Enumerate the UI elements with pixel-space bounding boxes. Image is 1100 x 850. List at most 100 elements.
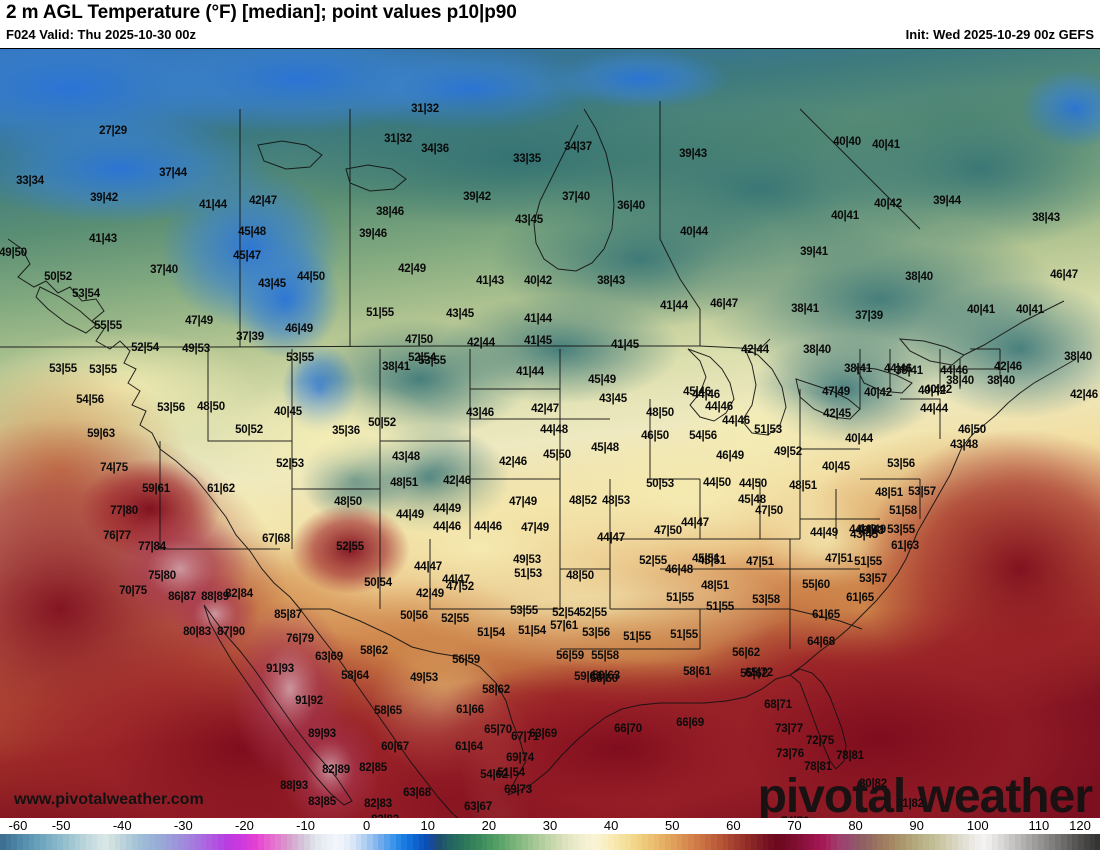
colorbar-swatch bbox=[1032, 834, 1038, 850]
temperature-map[interactable]: 27|29 33|34 39|42 37|44 41|44 42|47 45|48 45|47… bbox=[0, 48, 1100, 818]
colorbar-tick: 120 bbox=[1069, 818, 1091, 833]
colorbar-swatch bbox=[45, 834, 52, 850]
colorbar-swatch bbox=[550, 834, 557, 850]
colorbar-swatch bbox=[149, 834, 155, 850]
colorbar-swatch bbox=[894, 834, 901, 850]
colorbar-swatch bbox=[206, 834, 213, 850]
colorbar-swatch bbox=[1089, 834, 1096, 850]
colorbar-swatch bbox=[1095, 834, 1100, 850]
colorbar-swatch bbox=[556, 834, 562, 850]
colorbar-swatch bbox=[888, 834, 895, 850]
colorbar-swatch bbox=[246, 834, 253, 850]
colorbar-swatch bbox=[940, 834, 947, 850]
colorbar-swatch bbox=[1060, 834, 1067, 850]
colorbar-swatch bbox=[464, 834, 471, 850]
colorbar-swatch bbox=[108, 834, 115, 850]
colorbar-swatch bbox=[877, 834, 884, 850]
colorbar-swatch bbox=[946, 834, 952, 850]
colorbar-swatch bbox=[40, 834, 46, 850]
colorbar-swatch bbox=[430, 834, 436, 850]
colorbar-swatch bbox=[378, 834, 385, 850]
colorbar-swatch bbox=[86, 834, 92, 850]
colorbar[interactable]: -60 -50 -40 -30 -20 -10 0 10 20 30 40 50 60 70 80 90 100… bbox=[0, 818, 1100, 850]
colorbar-swatch bbox=[97, 834, 104, 850]
colorbar-tick: -60 bbox=[8, 818, 28, 833]
colorbar-tick: 90 bbox=[909, 818, 924, 833]
colorbar-swatch bbox=[349, 834, 356, 850]
colorbar-swatch bbox=[223, 834, 230, 850]
colorbar-tick: -50 bbox=[51, 818, 71, 833]
colorbar-swatch bbox=[166, 834, 173, 850]
colorbar-swatch bbox=[63, 834, 69, 850]
colorbar-swatch bbox=[693, 834, 700, 850]
colorbar-swatch bbox=[883, 834, 889, 850]
colorbar-swatch bbox=[80, 834, 87, 850]
colorbar-swatch bbox=[263, 834, 270, 850]
colorbar-swatch bbox=[367, 834, 373, 850]
colorbar-swatch bbox=[309, 834, 316, 850]
colorbar-swatch bbox=[774, 834, 780, 850]
colorbar-swatch bbox=[808, 834, 815, 850]
colorbar-tick: 40 bbox=[603, 818, 619, 833]
colorbar-swatch bbox=[412, 834, 419, 850]
colorbar-swatch bbox=[418, 834, 425, 850]
colorbar-tick: -10 bbox=[296, 818, 315, 833]
colorbar-swatch bbox=[716, 834, 723, 850]
colorbar-swatch bbox=[980, 834, 987, 850]
colorbar-swatch bbox=[338, 834, 345, 850]
colorbar-swatch bbox=[361, 834, 367, 850]
colorbar-swatch bbox=[447, 834, 454, 850]
colorbar-swatch bbox=[280, 834, 287, 850]
colorbar-swatch bbox=[126, 834, 132, 850]
colorbar-swatch bbox=[934, 834, 941, 850]
colorbar-swatch bbox=[779, 834, 786, 850]
colorbar-swatch bbox=[303, 834, 310, 850]
colorbar-swatch bbox=[516, 834, 522, 850]
colorbar-swatch bbox=[906, 834, 912, 850]
colorbar-swatch bbox=[217, 834, 224, 850]
colorbar-swatch bbox=[51, 834, 58, 850]
colorbar-swatch bbox=[103, 834, 109, 850]
colorbar-swatch bbox=[441, 834, 448, 850]
colorbar-swatch bbox=[974, 834, 981, 850]
colorbar-gradient[interactable] bbox=[0, 834, 1100, 850]
colorbar-swatch bbox=[424, 834, 431, 850]
colorbar-swatch bbox=[900, 834, 907, 850]
colorbar-swatch bbox=[923, 834, 929, 850]
colorbar-swatch bbox=[0, 834, 6, 850]
init-time-label: Init: Wed 2025-10-29 00z GEFS bbox=[905, 27, 1094, 42]
colorbar-swatch bbox=[28, 834, 35, 850]
colorbar-swatch bbox=[860, 834, 866, 850]
colorbar-swatch bbox=[143, 834, 150, 850]
colorbar-swatch bbox=[154, 834, 161, 850]
colorbar-swatch bbox=[326, 834, 333, 850]
colorbar-tick: -40 bbox=[112, 818, 132, 833]
colorbar-swatch bbox=[1072, 834, 1079, 850]
colorbar-swatch bbox=[705, 834, 712, 850]
colorbar-swatch bbox=[114, 834, 121, 850]
colorbar-swatch bbox=[728, 834, 734, 850]
colorbar-swatch bbox=[1055, 834, 1061, 850]
colorbar-swatch bbox=[321, 834, 327, 850]
colorbar-swatch bbox=[91, 834, 98, 850]
colorbar-swatch bbox=[665, 834, 671, 850]
site-url-label: www.pivotalweather.com bbox=[14, 791, 204, 808]
colorbar-swatch bbox=[493, 834, 499, 850]
colorbar-swatch bbox=[533, 834, 540, 850]
colorbar-swatch bbox=[602, 834, 608, 850]
colorbar-swatch bbox=[372, 834, 379, 850]
colorbar-swatch bbox=[475, 834, 482, 850]
colorbar-swatch bbox=[275, 834, 281, 850]
colorbar-swatch bbox=[969, 834, 975, 850]
colorbar-swatch bbox=[22, 834, 29, 850]
colorbar-swatch bbox=[1014, 834, 1021, 850]
colorbar-swatch bbox=[498, 834, 505, 850]
colorbar-swatch bbox=[825, 834, 832, 850]
colorbar-swatch bbox=[837, 834, 843, 850]
colorbar-swatch bbox=[854, 834, 861, 850]
colorbar-swatch bbox=[619, 834, 626, 850]
colorbar-tick: 10 bbox=[420, 818, 435, 833]
colorbar-swatch bbox=[344, 834, 350, 850]
colorbar-swatch bbox=[1037, 834, 1044, 850]
colorbar-swatch bbox=[487, 834, 494, 850]
